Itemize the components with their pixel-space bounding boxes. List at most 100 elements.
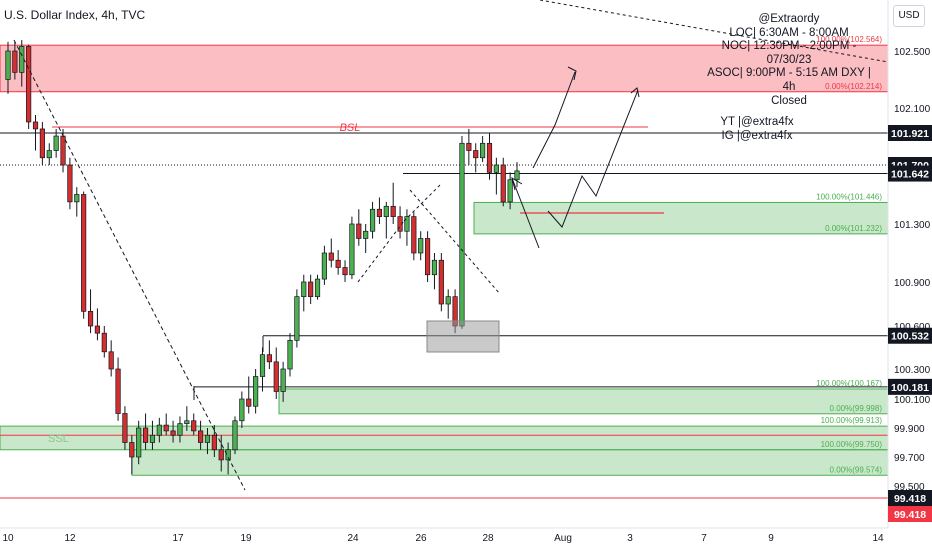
candle-down: [266, 354, 272, 363]
candle-up: [19, 46, 25, 73]
x-tick-label: 7: [701, 533, 707, 544]
note-line: @Extraordy: [758, 13, 820, 25]
zone-top-label: 100.00%(101.446): [816, 192, 882, 201]
y-tick-label: 102.500: [894, 47, 931, 58]
zone-bottom-label: 0.00%(99.998): [830, 404, 883, 413]
note-line: ASOC| 9:00PM - 5:15 AM DXY | 4h: [707, 67, 871, 93]
candle-down: [328, 252, 334, 261]
zone-top-label: 100.00%(102.564): [816, 35, 882, 44]
y-tick-label: 99.900: [894, 424, 925, 435]
candle-down: [101, 332, 107, 353]
price-axis: 102.500 102.100 101.300 100.900 100.600 100.3…: [887, 0, 932, 528]
trendline-dashed: [13, 39, 246, 491]
price-label: 99.418: [894, 509, 926, 521]
note-line: YT |@extra4fx: [720, 116, 794, 129]
candle-up: [459, 142, 465, 327]
candle-down: [108, 351, 114, 370]
candle-down: [87, 310, 94, 327]
x-tick-label: 19: [240, 533, 252, 544]
price-label-box: [888, 490, 932, 506]
y-tick-label: 99.700: [894, 453, 925, 464]
zone-bottom-label: 0.00%(101.232): [825, 224, 882, 233]
candle-up: [431, 259, 438, 276]
zone-demand: [473, 201, 889, 235]
x-tick-label: 9: [768, 533, 774, 544]
candle-up: [349, 223, 355, 276]
price-label-box: [888, 378, 932, 395]
candle-down: [191, 420, 197, 432]
x-tick-label: 10: [2, 533, 14, 544]
candle-down: [60, 135, 66, 166]
zone-top-label: 100.00%(99.913): [821, 416, 883, 425]
trendline-dashed: [357, 220, 405, 283]
candle-down: [67, 164, 73, 203]
x-tick-label: 24: [347, 533, 359, 544]
price-label: 101.921: [891, 128, 929, 140]
note-line: NOC| 12:30PM - 2:00PM - 07/30/23: [721, 40, 857, 66]
trendline-dashed: [409, 189, 501, 295]
candle-up: [136, 427, 142, 458]
candle-down: [342, 267, 348, 276]
note-line: Closed: [771, 94, 807, 107]
candle-up: [239, 398, 245, 422]
candle-down: [411, 216, 417, 254]
projection-path: [511, 177, 540, 249]
candle-up: [204, 434, 211, 443]
zone-bottom-label: 100.00%(99.750): [821, 440, 883, 449]
note-line: LOC| 6:30AM - 8:00AM: [729, 26, 849, 39]
x-tick-label: 3: [627, 533, 633, 544]
ssl-label: SSL: [48, 433, 69, 445]
price-labels-layer: 101.921101.700101.642100.532100.18199.41…: [888, 125, 932, 522]
candle-up: [53, 135, 59, 151]
drawings-layer: [13, 0, 889, 491]
candle-up: [225, 449, 231, 461]
candle-down: [335, 259, 341, 268]
candle-up: [514, 170, 520, 181]
price-label: 100.181: [891, 382, 929, 394]
candle-up: [184, 420, 190, 424]
candle-down: [376, 208, 383, 217]
candle-down: [438, 259, 444, 305]
time-axis: 10 12 17 19 24 26 28 Aug 3 7 9 14: [0, 527, 932, 550]
y-tick-label: 100.100: [894, 395, 931, 406]
candle-down: [211, 434, 217, 451]
candle-up: [5, 50, 11, 80]
candle-up: [404, 216, 410, 232]
arrow-head: [567, 66, 577, 81]
y-tick-label: 100.300: [894, 365, 931, 376]
currency-button[interactable]: USD: [893, 5, 925, 27]
time-axis-bg: [0, 528, 932, 550]
y-tick-label: 102.100: [894, 104, 931, 115]
note-box: @Extraordy LOC| 6:30AM - 8:00AM NOC| 12:…: [700, 13, 878, 143]
price-label-box: [888, 125, 932, 141]
arrow-head: [630, 87, 640, 98]
zone-top-label: 100.00%(100.167): [816, 379, 882, 388]
candle-up: [363, 230, 369, 239]
zone-demand: [131, 449, 889, 476]
candle-down: [122, 413, 128, 443]
candle-down: [12, 50, 18, 73]
candle-up: [177, 423, 183, 436]
price-label: 100.532: [891, 331, 929, 343]
candle-down: [356, 223, 362, 239]
candle-up: [149, 434, 156, 443]
candle-up: [314, 278, 321, 298]
x-tick-label: 17: [172, 533, 184, 544]
y-tick-label: 100.900: [894, 278, 931, 289]
candle-down: [39, 128, 45, 159]
trendline-dashed: [403, 184, 441, 222]
candle-down: [94, 325, 101, 334]
projection-path: [532, 71, 576, 169]
x-tick-label: 28: [482, 533, 494, 544]
y-tick-label: 101.300: [894, 220, 931, 231]
candle-down: [170, 430, 176, 436]
y-tick-label: 99.500: [894, 482, 925, 493]
trendline-dashed: [539, 0, 889, 63]
candle-up: [493, 164, 499, 173]
candle-up: [301, 281, 307, 298]
candle-up: [74, 194, 80, 203]
candle-down: [163, 424, 169, 432]
candle-down: [500, 164, 506, 203]
note-line: IG |@extra4fx: [721, 129, 793, 142]
candle-down: [273, 361, 279, 392]
